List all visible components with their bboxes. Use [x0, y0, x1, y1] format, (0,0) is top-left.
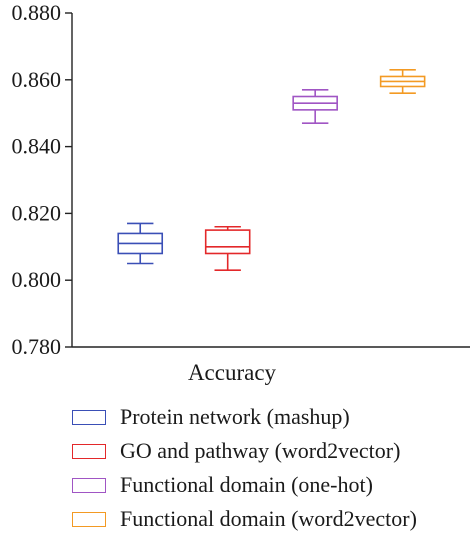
legend-item: Functional domain (one-hot): [72, 468, 417, 502]
legend-swatch: [72, 477, 106, 493]
legend-swatch: [72, 511, 106, 527]
y-tick-label: 0.860: [12, 67, 62, 92]
legend-label: GO and pathway (word2vector): [120, 438, 401, 463]
legend-item: GO and pathway (word2vector): [72, 434, 417, 468]
legend-swatch: [72, 443, 106, 459]
legend-item: Functional domain (word2vector): [72, 502, 417, 536]
box-plot-chart: 0.780 0.800 0.820 0.840 0.860 0.880 Accuracy: [12, 0, 470, 385]
box-3: [292, 89, 338, 125]
y-tick-label: 0.780: [12, 334, 62, 359]
y-tick-label: 0.820: [12, 200, 62, 225]
box-1: [117, 222, 164, 265]
legend-label: Functional domain (one-hot): [120, 472, 373, 497]
box-2: [204, 225, 251, 271]
y-tick-label: 0.840: [12, 134, 62, 159]
y-tick-label: 0.880: [12, 0, 62, 25]
boxes: [117, 68, 426, 271]
legend-swatch: [72, 409, 106, 425]
legend-label: Functional domain (word2vector): [120, 506, 417, 531]
box-4: [379, 68, 426, 94]
axes: 0.780 0.800 0.820 0.840 0.860 0.880 Accuracy: [12, 0, 470, 385]
iqr-box: [204, 229, 251, 255]
y-tick-label: 0.800: [12, 267, 62, 292]
legend-label: Protein network (mashup): [120, 404, 350, 429]
x-category-label: Accuracy: [188, 360, 277, 385]
legend: Protein network (mashup) GO and pathway …: [72, 400, 417, 536]
legend-item: Protein network (mashup): [72, 400, 417, 434]
